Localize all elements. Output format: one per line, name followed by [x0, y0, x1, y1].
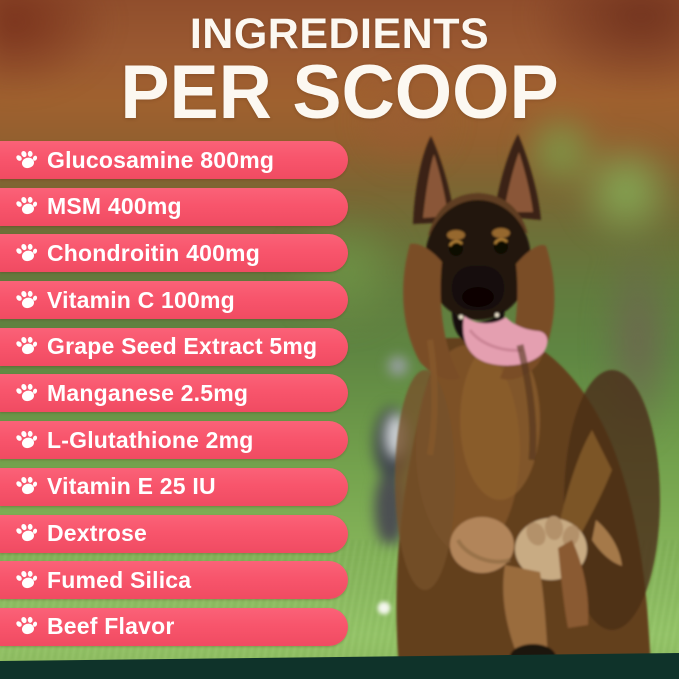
paw-icon: [16, 150, 38, 168]
ingredient-banner: L-Glutathione 2mg: [0, 421, 348, 460]
ingredient-banner: Dextrose: [0, 514, 348, 553]
ingredient-label: MSM 400mg: [47, 193, 182, 220]
ingredients-list: Glucosamine 800mg MSM 400mg Chondroitin …: [0, 141, 348, 646]
paw-icon: [16, 477, 38, 495]
ingredient-label: Manganese 2.5mg: [47, 379, 249, 406]
ingredient-banner: Grape Seed Extract 5mg: [0, 327, 348, 366]
paw-icon: [16, 617, 38, 635]
paw-icon: [16, 337, 38, 355]
ingredient-banner: Fumed Silica: [0, 561, 348, 600]
header-line1: INGREDIENTS: [189, 10, 490, 58]
ingredient-label: Fumed Silica: [47, 566, 192, 593]
ingredient-label: Vitamin E 25 IU: [47, 473, 216, 500]
ingredient-label: Dextrose: [47, 520, 148, 546]
paw-icon: [16, 290, 38, 308]
ingredient-banner: Glucosamine 800mg: [0, 141, 348, 179]
header-line2: PER SCOOP: [120, 50, 559, 135]
paw-icon: [16, 570, 38, 588]
grass-flower: [376, 600, 392, 616]
ingredient-label: L-Glutathione 2mg: [47, 426, 254, 453]
header: INGREDIENTS PER SCOOP: [0, 10, 679, 135]
ingredient-label: Glucosamine 800mg: [47, 146, 275, 173]
ingredient-banner: Manganese 2.5mg: [0, 374, 348, 413]
paw-icon: [16, 383, 38, 402]
ingredient-label: Chondroitin 400mg: [47, 239, 260, 266]
ingredient-banner: Vitamin E 25 IU: [0, 467, 348, 506]
ingredient-label: Grape Seed Extract 5mg: [47, 333, 318, 360]
ingredient-label: Beef Flavor: [47, 613, 175, 640]
ingredient-banner: Vitamin C 100mg: [0, 281, 348, 320]
ingredient-label: Vitamin C 100mg: [47, 286, 235, 313]
ingredient-banner: Chondroitin 400mg: [0, 234, 348, 273]
paw-icon: [16, 243, 38, 261]
paw-icon: [16, 430, 38, 448]
paw-icon: [16, 197, 38, 215]
paw-icon: [16, 523, 38, 542]
ingredient-banner: MSM 400mg: [0, 187, 348, 226]
ingredient-banner: Beef Flavor: [0, 607, 348, 646]
